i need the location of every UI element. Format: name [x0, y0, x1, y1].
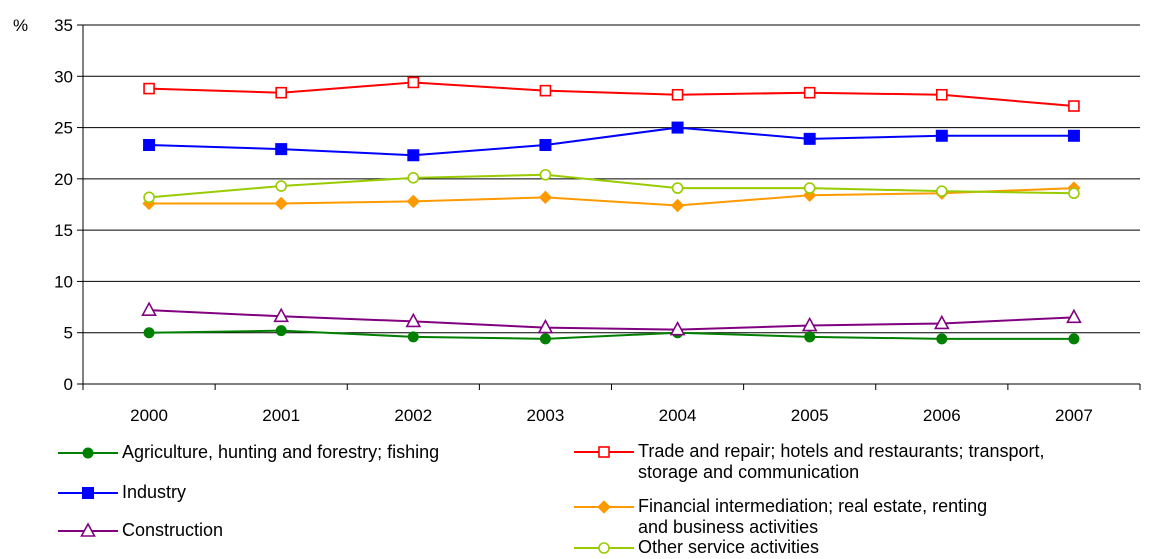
data-point-financial — [670, 198, 685, 213]
data-point-other-services — [1068, 187, 1080, 200]
data-point-agriculture — [804, 331, 816, 343]
series-construction — [141, 301, 1082, 336]
data-point-construction — [1066, 308, 1082, 324]
data-point-trade — [671, 88, 684, 101]
series-line-financial — [149, 187, 1074, 207]
data-point-other-services — [936, 185, 948, 197]
y-tick-label: 10 — [54, 272, 73, 291]
data-point-trade — [803, 86, 816, 99]
plot-area — [141, 76, 1082, 345]
x-tick-label: 2007 — [1055, 406, 1093, 425]
series-line-industry — [149, 126, 1074, 157]
series-line-trade — [149, 81, 1075, 108]
data-point-other-services — [539, 168, 552, 181]
data-point-construction — [801, 316, 818, 332]
y-tick-label: 5 — [64, 324, 73, 343]
series-trade — [143, 76, 1080, 112]
y-axis-unit: % — [13, 16, 28, 35]
data-point-trade — [143, 82, 155, 95]
x-tick-label: 2000 — [130, 406, 168, 425]
y-tick-label: 35 — [54, 16, 73, 35]
data-point-other-services — [803, 182, 816, 194]
data-point-trade — [275, 86, 287, 99]
y-tick-label: 25 — [54, 119, 73, 138]
data-point-trade — [539, 84, 552, 97]
data-point-construction — [933, 314, 950, 330]
data-point-other-services — [143, 191, 155, 204]
data-point-construction — [537, 318, 554, 334]
data-point-agriculture — [143, 327, 155, 339]
data-point-industry — [935, 129, 948, 142]
data-point-other-services — [407, 172, 420, 184]
data-point-financial — [538, 190, 553, 205]
data-point-industry — [671, 121, 684, 134]
data-point-industry — [803, 132, 816, 145]
series-line-construction — [149, 309, 1074, 331]
data-point-industry — [275, 143, 288, 156]
data-point-agriculture — [936, 333, 948, 345]
data-point-financial — [274, 196, 288, 211]
x-tick-label: 2004 — [659, 406, 697, 425]
x-tick-label: 2005 — [791, 406, 829, 425]
grid-lines — [83, 24, 1140, 334]
data-point-industry — [539, 139, 552, 152]
series-industry — [143, 121, 1080, 162]
y-tick-label: 15 — [54, 221, 73, 240]
series-line-agriculture — [149, 329, 1074, 340]
data-point-financial — [406, 194, 421, 209]
x-tick-label: 2001 — [262, 406, 300, 425]
data-point-industry — [143, 139, 156, 152]
y-axis-ticks: 0 5 10 15 20 25 30 35% — [13, 16, 83, 394]
data-point-industry — [407, 149, 420, 162]
y-tick-label: 30 — [54, 67, 73, 86]
x-axis-ticks: 2000 2001 2002 2003 2004 2005 2006 2007 — [82, 384, 1141, 425]
x-tick-label: 2003 — [527, 406, 565, 425]
y-tick-label: 0 — [64, 375, 73, 394]
axes — [82, 25, 1140, 385]
data-point-other-services — [275, 180, 287, 192]
data-point-trade — [936, 88, 948, 101]
x-tick-label: 2002 — [394, 406, 432, 425]
data-point-construction — [141, 301, 157, 316]
data-point-construction — [669, 320, 686, 336]
data-point-agriculture — [407, 331, 419, 343]
data-point-industry — [1067, 129, 1080, 142]
y-tick-label: 20 — [54, 170, 73, 189]
data-point-trade — [407, 76, 420, 89]
data-point-agriculture — [1068, 333, 1080, 345]
series-agriculture — [143, 325, 1080, 345]
data-point-agriculture — [539, 333, 551, 345]
data-point-construction — [405, 312, 422, 328]
data-point-construction — [273, 307, 290, 323]
x-tick-label: 2006 — [923, 406, 961, 425]
series-line-other-services — [148, 173, 1074, 199]
series-other-services — [143, 168, 1080, 204]
data-point-trade — [1068, 100, 1080, 112]
data-point-agriculture — [275, 325, 287, 337]
data-point-other-services — [671, 182, 684, 194]
